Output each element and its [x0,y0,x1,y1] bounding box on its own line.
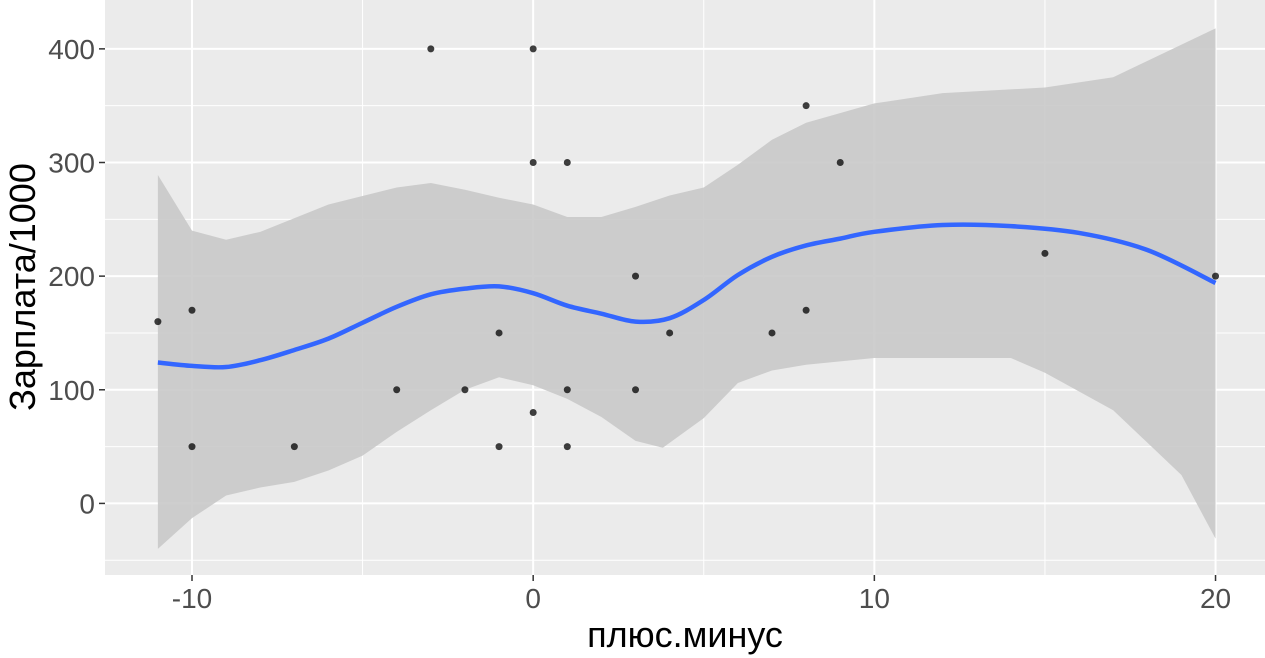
y-tick-label: 300 [48,148,95,179]
data-point [1212,272,1220,280]
data-point [495,329,503,337]
data-point [666,329,674,337]
x-tick-label: 0 [525,583,541,614]
data-point [495,443,503,451]
x-tick-label: -10 [172,583,212,614]
data-point [768,329,776,337]
points [154,45,1220,451]
confidence-ribbon [157,28,1216,549]
y-tick-label: 0 [79,488,95,519]
data-point [632,272,640,280]
data-point [529,45,537,53]
x-axis-title: плюс.минус [587,614,783,655]
x-tick-label: 10 [859,583,890,614]
y-tick-label: 400 [48,34,95,65]
data-point [188,443,196,451]
data-point [836,159,844,166]
x-tick-label: 20 [1200,583,1231,614]
x-axis-ticks: -10 0 10 20 [172,575,1231,614]
data-point [529,159,537,166]
smooth-line [157,222,1217,370]
data-point [393,386,401,394]
y-axis-title: Зарплата/1000 [2,163,43,411]
data-point [461,386,469,394]
y-axis-ticks: 0 100 200 300 400 [48,34,105,519]
data-point [632,386,640,394]
data-point [563,443,571,451]
data-point [154,318,162,326]
y-tick-label: 200 [48,261,95,292]
y-tick-label: 100 [48,375,95,406]
data-point [563,159,571,166]
data-point [188,306,196,314]
data-point [427,45,435,53]
data-point [1041,249,1049,257]
data-point [563,386,571,394]
data-point [529,409,537,416]
data-point [290,443,298,451]
data-point [802,102,810,110]
data-point [802,306,810,314]
